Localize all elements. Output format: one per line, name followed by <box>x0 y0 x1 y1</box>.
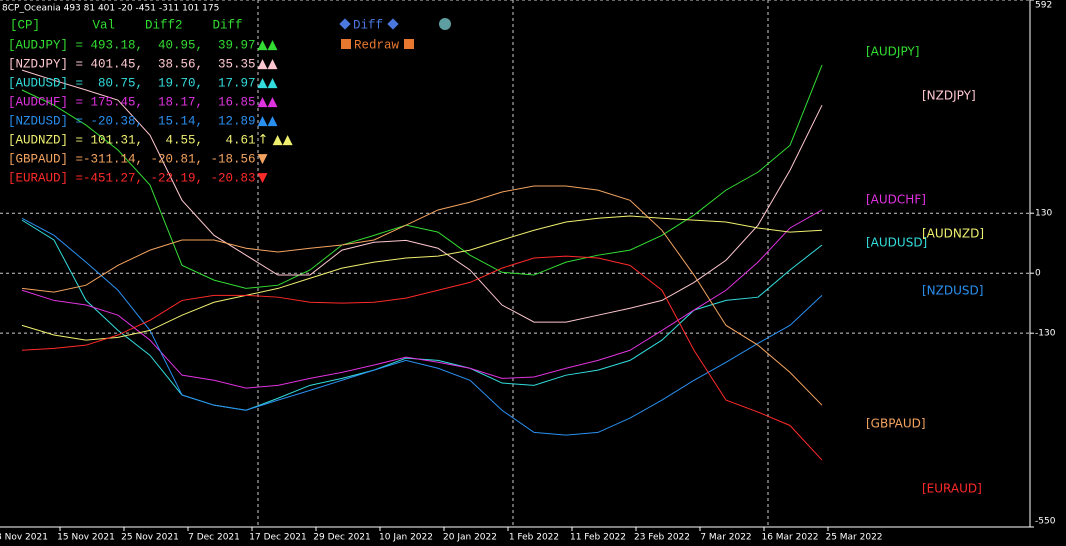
series-label: [EURAUD] <box>922 482 982 496</box>
x-tick-label: 10 Jan 2022 <box>379 533 433 543</box>
series-line <box>21 64 823 289</box>
y-tick-label: 592 <box>1035 1 1052 11</box>
series-line <box>21 185 823 406</box>
panel-arrows: ▼ <box>258 152 268 167</box>
x-tick-label: 1 Feb 2022 <box>509 533 559 543</box>
x-tick-label: 29 Dec 2021 <box>313 533 371 543</box>
panel-row: [AUDCHF] = 175.45, 18.17, 16.85 <box>8 95 256 109</box>
series-label: [NZDUSD] <box>922 284 983 298</box>
series-line <box>21 217 823 436</box>
panel-row: [AUDUSD] = 80.75, 19.70, 17.97 <box>8 76 256 90</box>
x-tick-label: 25 Nov 2021 <box>121 533 179 543</box>
panel-arrows: ▲▲ <box>258 38 278 53</box>
y-tick-label: 0 <box>1035 269 1041 279</box>
y-tick-label: -130 <box>1035 329 1056 339</box>
y-tick-label: -550 <box>1035 517 1056 527</box>
diff-icon <box>387 18 399 30</box>
series-label: [GBPAUD] <box>866 417 926 431</box>
panel-arrows: ↑ ▲▲ <box>258 133 293 148</box>
redraw-icon <box>341 39 351 49</box>
panel-row: [AUDJPY] = 493.18, 40.95, 39.97 <box>8 38 256 52</box>
y-tick-label: 130 <box>1035 209 1052 219</box>
panel-arrows: ▲▲ <box>258 76 278 91</box>
panel-arrows: ▲▲ <box>258 95 278 110</box>
panel-row: [NZDUSD] = -20.38, 15.14, 12.89 <box>8 114 256 128</box>
panel-arrows: ▼ <box>258 171 268 186</box>
series-line <box>21 69 823 323</box>
x-tick-label: 17 Dec 2021 <box>249 533 307 543</box>
panel-row: [NZDJPY] = 401.45, 38.56, 35.35 <box>8 57 256 71</box>
series-label: [AUDJPY] <box>866 45 919 59</box>
panel-row: [AUDNZD] = 101.31, 4.55, 4.61 <box>8 133 256 147</box>
chart-title: 8CP_Oceania 493 81 401 -20 -451 -311 101… <box>2 4 219 14</box>
x-tick-label: 16 Mar 2022 <box>761 533 818 543</box>
panel-arrows: ▲▲ <box>258 57 278 72</box>
series-label: [NZDJPY] <box>922 89 976 103</box>
x-tick-label: 7 Mar 2022 <box>700 533 751 543</box>
panel-header: [CP] Val Diff2 Diff <box>10 18 243 32</box>
x-tick-label: 23 Feb 2022 <box>634 533 690 543</box>
panel-row: [EURAUD] =-451.27, -22.19, -20.83 <box>8 171 256 185</box>
series-label: [AUDCHF] <box>866 193 926 207</box>
series-line <box>21 219 823 411</box>
lines <box>21 64 823 461</box>
diff-icon <box>339 18 351 30</box>
diff-button[interactable]: Diff <box>353 18 383 32</box>
redraw-icon <box>404 39 414 49</box>
panel: [AUDJPY] = 493.18, 40.95, 39.97 ▲▲[NZDJPY… <box>8 38 293 186</box>
x-tick-label: 15 Nov 2021 <box>57 533 115 543</box>
panel-row: [GBPAUD] =-311.14, -20.81, -18.56 <box>8 152 256 166</box>
x-tick-label: 20 Jan 2022 <box>443 533 497 543</box>
series-label: [AUDUSD] <box>866 236 927 250</box>
series-line <box>21 209 823 389</box>
x-tick-label: 11 Feb 2022 <box>570 533 626 543</box>
series-line <box>21 215 823 341</box>
status-dot[interactable] <box>439 18 451 30</box>
panel-arrows: ▲▲ <box>258 114 278 129</box>
x-tick-label: 8 Nov 2021 <box>0 533 48 543</box>
redraw-button[interactable]: Redraw <box>354 38 400 52</box>
x-tick-label: 7 Dec 2021 <box>188 533 240 543</box>
series-line <box>21 255 823 461</box>
x-tick-label: 25 Mar 2022 <box>825 533 882 543</box>
series-label: [AUDNZD] <box>922 227 984 241</box>
